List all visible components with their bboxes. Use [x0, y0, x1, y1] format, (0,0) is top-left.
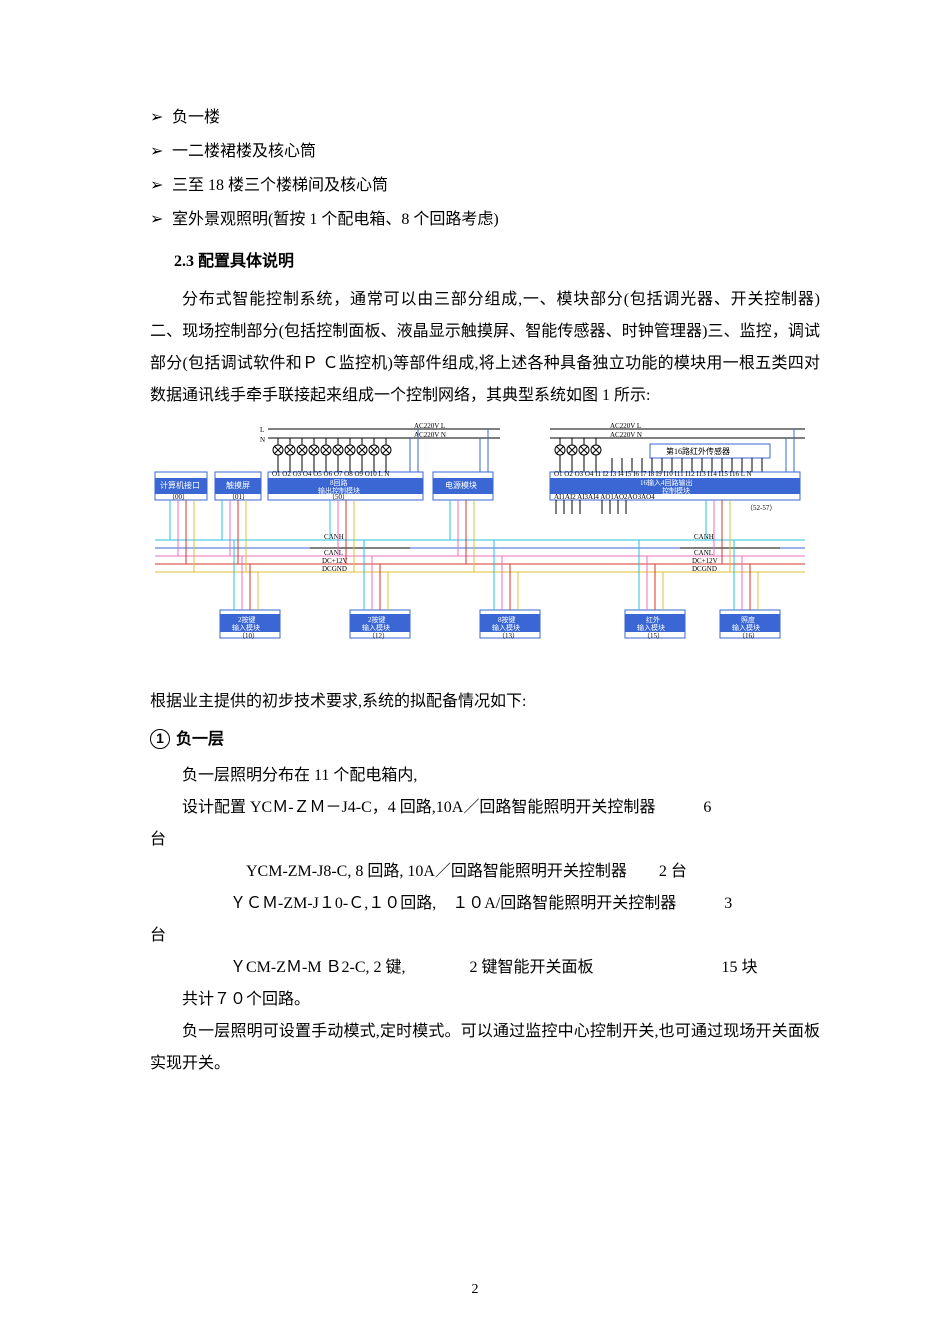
page-number: 2 — [0, 1276, 950, 1304]
svg-text:CANH: CANH — [694, 533, 714, 541]
paragraph: 负一层照明分布在 11 个配电箱内, — [150, 760, 820, 792]
bottom-module-2: 2按键 输入模块 （12） — [350, 540, 410, 640]
svg-text:AC220V L: AC220V L — [414, 422, 445, 430]
svg-text:DCGND: DCGND — [692, 565, 717, 573]
svg-text:触摸屏: 触摸屏 — [226, 480, 250, 490]
svg-text:O1 O2 O3 O4 I1 I2 I3 I4: O1 O2 O3 O4 I1 I2 I3 I4 I5 I6 I7 I8 I9 I… — [554, 470, 752, 478]
bullet-list: 负一楼 一二楼裙楼及核心筒 三至 18 楼三个楼梯间及核心筒 室外景观照明(暂按… — [150, 102, 820, 236]
svg-text:输入模块: 输入模块 — [232, 623, 260, 632]
config-line: 台 — [150, 824, 820, 856]
diagram-svg: L N AC220V L AC220V N AC220V L AC220V N — [150, 420, 810, 660]
total-line: 共计７０个回路。 — [150, 984, 820, 1016]
svg-text:2按键: 2按键 — [238, 615, 256, 624]
svg-text:AI1AI2 AI3AI4 AO1AO2AO3AO4: AI1AI2 AI3AI4 AO1AO2AO3AO4 — [554, 493, 655, 501]
svg-text:（50）: （50） — [328, 493, 349, 501]
svg-text:8按键: 8按键 — [498, 615, 516, 624]
svg-text:2按键: 2按键 — [368, 615, 386, 624]
paragraph: 负一层照明可设置手动模式,定时模式。可以通过监控中心控制开关,也可通过现场开关面… — [150, 1016, 820, 1080]
page: 负一楼 一二楼裙楼及核心筒 三至 18 楼三个楼梯间及核心筒 室外景观照明(暂按… — [0, 0, 950, 1344]
svg-text:AC220V N: AC220V N — [414, 431, 446, 439]
svg-text:DC+12V: DC+12V — [692, 557, 718, 565]
bottom-module-4: 红外 输入模块 （15） — [625, 540, 685, 640]
svg-text:CANL: CANL — [324, 549, 343, 557]
paragraph: 分布式智能控制系统，通常可以由三部分组成,一、模块部分(包括调光器、开关控制器)… — [150, 284, 820, 412]
svg-text:计算机接口: 计算机接口 — [160, 480, 200, 490]
svg-text:（16）: （16） — [738, 632, 759, 640]
svg-text:L: L — [260, 426, 264, 434]
svg-text:照度: 照度 — [741, 615, 755, 624]
svg-text:第16路红外传感器: 第16路红外传感器 — [666, 446, 730, 456]
svg-text:AC220V N: AC220V N — [610, 431, 642, 439]
svg-text:（01）: （01） — [228, 493, 249, 501]
svg-text:N: N — [260, 436, 265, 444]
bullet-item: 负一楼 — [172, 102, 820, 134]
circle-number-icon: 1 — [150, 729, 170, 749]
svg-text:（12）: （12） — [368, 632, 389, 640]
svg-text:AC220V L: AC220V L — [610, 422, 641, 430]
svg-text:（15）: （15） — [643, 632, 664, 640]
svg-text:输入模块: 输入模块 — [637, 623, 665, 632]
svg-text:CANL: CANL — [694, 549, 713, 557]
bottom-module-3: 8按键 输入模块 （13） — [480, 540, 540, 640]
svg-text:红外: 红外 — [646, 615, 660, 624]
bottom-module-5: 照度 输入模块 （16） — [720, 540, 780, 640]
config-line: 设计配置 YCＭ-ＺＭ－J4-C，4 回路,10A／回路智能照明开关控制器 6 — [150, 792, 820, 824]
svg-text:（10）: （10） — [238, 632, 259, 640]
svg-text:DC+12V: DC+12V — [322, 557, 348, 565]
config-line: YCM-ZM-J8-C, 8 回路, 10A／回路智能照明开关控制器 2 台 — [150, 856, 820, 888]
paragraph: 根据业主提供的初步技术要求,系统的拟配备情况如下: — [150, 686, 820, 718]
bullet-item: 室外景观照明(暂按 1 个配电箱、8 个回路考虑) — [172, 204, 820, 236]
svg-text:8回路: 8回路 — [330, 478, 348, 487]
svg-text:（00）: （00） — [168, 493, 189, 501]
svg-text:16输入4回路输出: 16输入4回路输出 — [640, 478, 693, 487]
bullet-item: 三至 18 楼三个楼梯间及核心筒 — [172, 170, 820, 202]
svg-text:O1 O2 O3 O4 O5 O6 O7 O8 O9 O10: O1 O2 O3 O4 O5 O6 O7 O8 O9 O10 L N — [272, 470, 389, 478]
system-diagram: L N AC220V L AC220V N AC220V L AC220V N — [150, 420, 820, 672]
floor-heading: 1负一层 — [150, 724, 820, 756]
svg-text:控制模块: 控制模块 — [662, 486, 690, 495]
svg-text:输入模块: 输入模块 — [492, 623, 520, 632]
config-line: 台 — [150, 920, 820, 952]
svg-text:电源模块: 电源模块 — [445, 480, 477, 490]
config-line: ＹCM-ZＭ-M Ｂ2-C, 2 键, 2 键智能开关面板 15 块 — [150, 952, 820, 984]
bullet-item: 一二楼裙楼及核心筒 — [172, 136, 820, 168]
bottom-module-1: 2按键 输入模块 （10） — [220, 540, 280, 640]
lamps-left — [273, 438, 391, 472]
svg-text:输入模块: 输入模块 — [732, 623, 760, 632]
config-line: ＹＣＭ-ZM-J１0-Ｃ,１０回路, １０A/回路智能照明开关控制器 3 — [150, 888, 820, 920]
svg-text:输入模块: 输入模块 — [362, 623, 390, 632]
section-heading: 2.3 配置具体说明 — [174, 246, 820, 278]
svg-text:（13）: （13） — [498, 632, 519, 640]
svg-text:（52-57）: （52-57） — [746, 504, 776, 512]
svg-text:DCGND: DCGND — [322, 565, 347, 573]
svg-text:CANH: CANH — [324, 533, 344, 541]
lamps-right — [555, 438, 601, 472]
